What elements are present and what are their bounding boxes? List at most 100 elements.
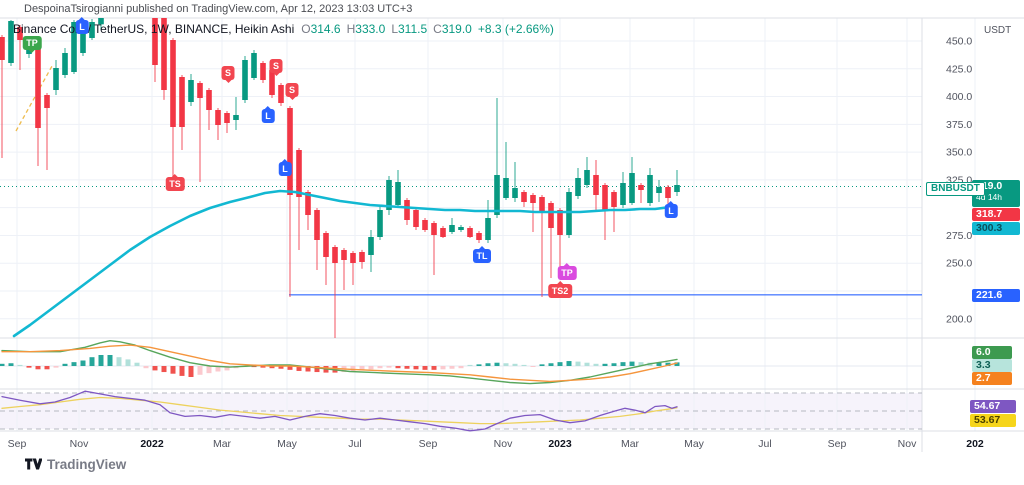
open-value: 314.6 xyxy=(310,22,341,36)
trade-marker-ts[interactable]: TS xyxy=(165,177,185,191)
trade-marker-tl[interactable]: TL xyxy=(473,249,491,263)
macd-histogram-bar xyxy=(377,366,383,369)
tradingview-logo[interactable]: TradingView xyxy=(25,457,126,472)
macd-histogram-bar xyxy=(314,366,320,373)
macd-histogram-bar xyxy=(494,362,500,366)
candle-body xyxy=(602,185,608,210)
time-tick-label: Nov xyxy=(494,438,513,450)
trade-marker-tp[interactable]: TP xyxy=(22,36,42,50)
candle-body xyxy=(296,150,302,197)
trade-marker-s[interactable]: S xyxy=(285,83,299,97)
candle-body xyxy=(656,187,662,193)
trade-marker-l[interactable]: L xyxy=(664,204,678,218)
time-tick-label: May xyxy=(684,438,705,450)
macd-histogram-bar xyxy=(557,362,563,366)
price-tick-label: 425.0 xyxy=(946,63,972,75)
trade-marker-ts2[interactable]: TS2 xyxy=(548,284,572,298)
candle-body xyxy=(458,227,464,230)
candle-body xyxy=(251,53,257,78)
candle-body xyxy=(539,197,545,212)
macd-histogram-bar xyxy=(629,361,635,366)
low-label: L xyxy=(391,22,398,36)
candle-body xyxy=(404,200,410,220)
macd-histogram-bar xyxy=(485,363,491,366)
macd-histogram-bar xyxy=(359,366,365,371)
trade-marker-s[interactable]: S xyxy=(221,66,235,80)
candle-body xyxy=(215,110,221,125)
candle-body xyxy=(665,187,671,198)
symbol-header: Binance Coin / TetherUS, 1W, BINANCE, He… xyxy=(13,22,554,36)
candle-body xyxy=(440,228,446,237)
candle-body xyxy=(674,185,680,192)
macd-histogram-bar xyxy=(440,366,446,370)
trade-marker-l[interactable]: L xyxy=(261,109,275,123)
candle-body xyxy=(305,192,311,215)
rsi-purple-line xyxy=(1,390,678,432)
macd-histogram-bar xyxy=(8,363,14,366)
candle-body xyxy=(467,228,473,237)
candle-body xyxy=(170,40,176,127)
candle-body xyxy=(512,188,518,198)
candle-body xyxy=(62,53,68,75)
high-label: H xyxy=(346,22,356,36)
candle-body xyxy=(584,170,590,185)
macd-signal-line xyxy=(1,344,678,383)
rsi-axis-value-box: 54.67 xyxy=(970,400,1016,413)
time-tick-label: Jul xyxy=(348,438,361,450)
macd-histogram-bar xyxy=(161,366,167,373)
time-tick-label: Jul xyxy=(758,438,771,450)
macd-histogram-bar xyxy=(287,366,293,370)
candle-body xyxy=(593,175,599,195)
macd-histogram-bar xyxy=(386,366,392,368)
macd-histogram-bar xyxy=(404,366,410,369)
candle-body xyxy=(8,21,14,63)
macd-histogram-bar xyxy=(152,366,158,371)
macd-histogram-bar xyxy=(449,366,455,369)
trade-marker-l[interactable]: L xyxy=(278,162,292,176)
rsi-axis-value-box: 53.67 xyxy=(970,414,1016,427)
trade-marker-l[interactable]: L xyxy=(75,20,89,34)
macd-histogram-bar xyxy=(260,366,266,368)
candle-body xyxy=(242,60,248,100)
candle-body xyxy=(224,113,230,123)
main-pane[interactable] xyxy=(0,0,680,338)
time-tick-label: May xyxy=(277,438,298,450)
macd-histogram-bar xyxy=(143,366,149,369)
candle-body xyxy=(638,185,644,190)
price-axis-value-box: 221.6 xyxy=(972,289,1020,302)
macd-histogram-bar xyxy=(71,362,77,366)
candle-body xyxy=(557,210,563,235)
macd-histogram-bar xyxy=(566,361,572,366)
macd-axis-value-box: 3.3 xyxy=(972,359,1012,372)
tradingview-logo-icon xyxy=(25,458,42,470)
candle-body xyxy=(611,192,617,207)
macd-histogram-bar xyxy=(638,362,644,366)
candle-body xyxy=(188,80,194,102)
macd-histogram-bar xyxy=(206,366,212,374)
candle-body xyxy=(647,175,653,203)
candle-body xyxy=(17,27,23,40)
macd-histogram-bar xyxy=(224,366,230,371)
moving-average-line xyxy=(12,189,670,338)
macd-histogram-bar xyxy=(188,366,194,377)
macd-histogram-bar xyxy=(53,366,59,368)
open-label: O xyxy=(301,22,311,36)
candle-body xyxy=(0,37,5,60)
tradingview-logo-text: TradingView xyxy=(47,457,127,472)
time-tick-label: Sep xyxy=(828,438,847,450)
candle-body xyxy=(44,95,50,108)
low-value: 311.5 xyxy=(398,22,428,36)
macd-histogram-bar xyxy=(548,363,554,366)
candle-body xyxy=(566,192,572,235)
macd-histogram-bar xyxy=(278,366,284,369)
high-value: 333.0 xyxy=(355,22,386,36)
candle-body xyxy=(476,233,482,240)
price-tick-label: 200.0 xyxy=(946,313,972,325)
candle-body xyxy=(197,83,203,98)
macd-histogram-bar xyxy=(530,366,536,367)
time-tick-label: Nov xyxy=(70,438,89,450)
candle-body xyxy=(530,195,536,203)
trade-marker-s[interactable]: S xyxy=(269,59,283,73)
